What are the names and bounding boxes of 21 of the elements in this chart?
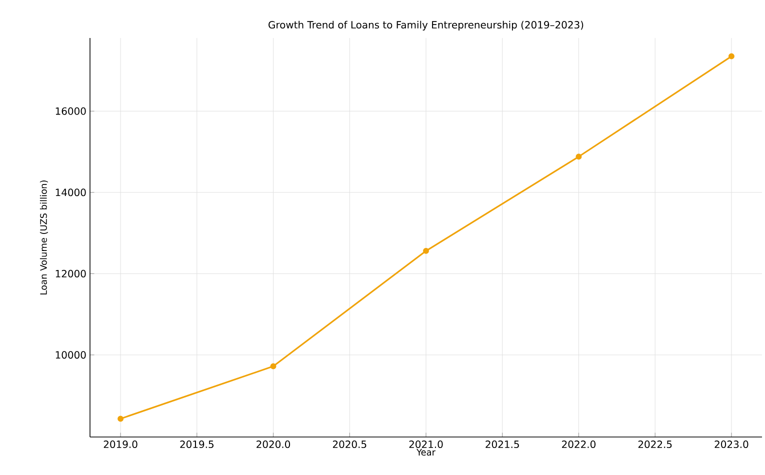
point [728, 53, 734, 60]
x-tick-label: 2020.5 [332, 440, 366, 448]
chart-title: Growth Trend of Loans to Family Entrepreneurship (2019–2023) [268, 20, 584, 30]
point [423, 248, 429, 254]
x-tick-label: 2020.0 [256, 440, 290, 448]
x-tick-label: 2023.0 [714, 440, 748, 448]
point [270, 363, 276, 370]
y-tick-label: 16000 [56, 107, 86, 115]
point [576, 154, 582, 160]
x-axis-title: Year [416, 448, 436, 456]
x-tick-label: 2022.0 [562, 440, 596, 448]
y-tick-label: 12000 [56, 270, 86, 278]
y-tick-label: 14000 [56, 188, 86, 196]
point [118, 416, 124, 422]
y-axis-title: Loan Volume (UZS billion) [40, 180, 48, 294]
x-tick-label: 2022.5 [638, 440, 672, 448]
y-tick-label: 10000 [56, 351, 86, 359]
x-tick-label: 2019.5 [180, 440, 214, 448]
x-tick-label: 2021.5 [486, 440, 519, 448]
x-tick-label: 2019.0 [104, 440, 138, 448]
x-tick-label: 2021.0 [409, 440, 443, 448]
